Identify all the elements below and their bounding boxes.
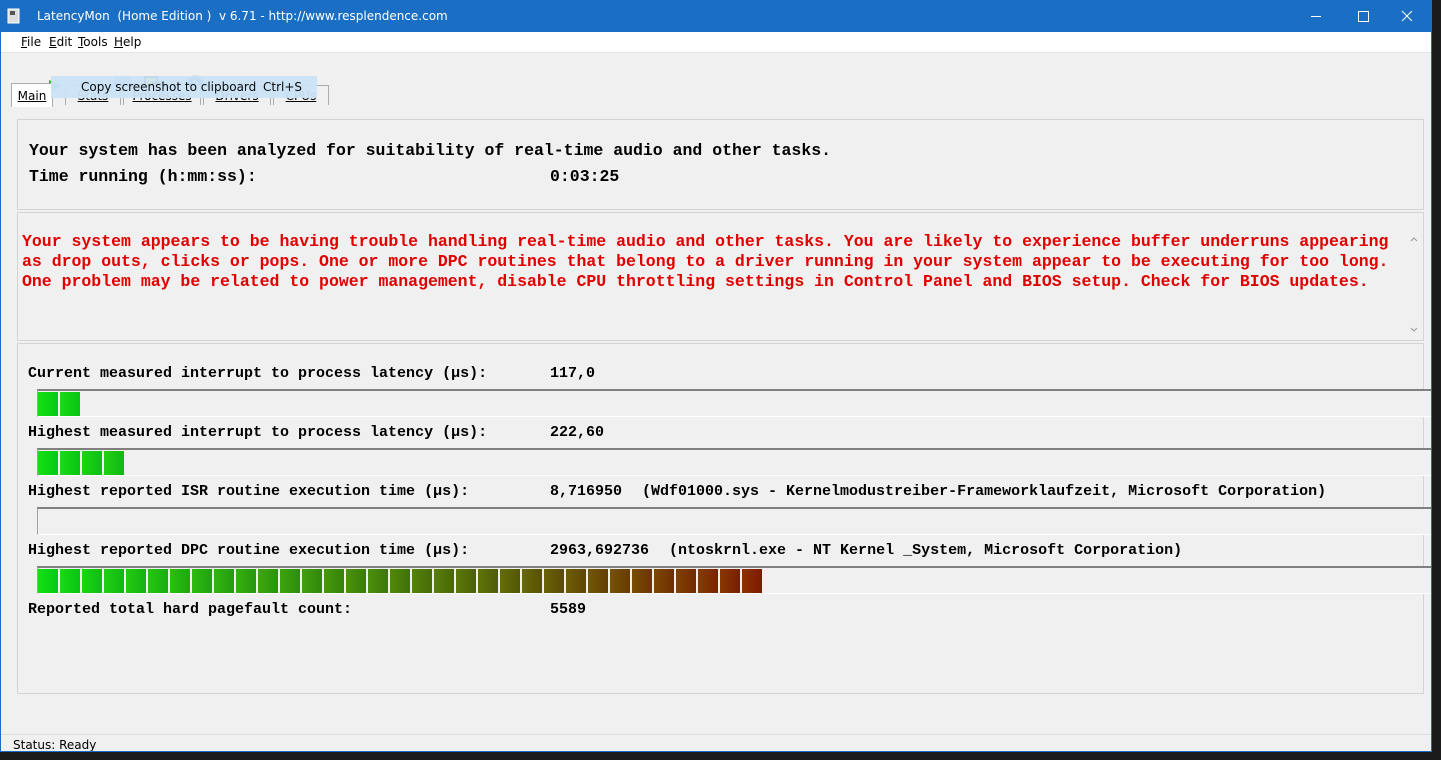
title-bar: LatencyMon (Home Edition ) v 6.71 - http… [1,1,1431,32]
meter-segment [368,569,388,593]
menu-item[interactable]: File [21,35,42,49]
metric-label: Highest reported ISR routine execution t… [28,483,470,500]
metric-value: 117,0 [550,365,596,382]
meter-segment [192,569,212,593]
tooltip-text: Copy screenshot to clipboard [81,80,257,94]
metric-value-row: 5589 [550,601,586,618]
warning-panel: Your system appears to be having trouble… [17,212,1424,341]
metric-value-row: 222,60 [550,424,604,441]
scrollbar[interactable] [1408,231,1420,339]
meter-segment [148,569,168,593]
meter-segment [390,569,410,593]
meter-segment [170,569,190,593]
meter-segment [104,451,124,475]
meter-segment [456,569,476,593]
warning-line: Your system appears to be having trouble… [22,232,1389,251]
tooltip: Copy screenshot to clipboard Ctrl+S [51,76,317,98]
meter-segment [236,569,256,593]
meter-segment [60,392,80,416]
metric-value-row: 117,0 [550,365,595,382]
meter-segment [82,451,102,475]
tab[interactable]: Main [11,83,53,107]
summary-message: Your system has been analyzed for suitab… [29,141,832,160]
meter-segment [82,569,102,593]
meter-segment [632,569,652,593]
menu-item[interactable]: Edit [49,35,73,49]
meter-segment [588,569,608,593]
meter-segment [214,569,234,593]
menu-item[interactable]: Help [114,35,142,49]
meter-segment [610,569,630,593]
meter-segment [38,451,58,475]
metric-label: Highest reported DPC routine execution t… [28,542,470,559]
meter-segment [302,569,322,593]
metrics-panel: Current measured interrupt to process la… [17,343,1431,694]
meter-segment [676,569,696,593]
metric-value: 8,716950 [550,483,623,500]
metric-value: 222,60 [550,424,605,441]
warning-line: One problem may be related to power mana… [22,272,1369,291]
status-text: Status: Ready [13,738,97,752]
metric-value: 2963,692736 [550,542,650,559]
metric-label: Reported total hard pagefault count: [28,601,353,618]
meter-segment [104,569,124,593]
metric-value-row: 2963,692736 (ntoskrnl.exe - NT Kernel _Sy… [550,542,1182,559]
metric-detail: (Wdf01000.sys - Kernelmodustreiber-Frame… [642,483,1327,500]
metric-detail: (ntoskrnl.exe - NT Kernel _System, Micro… [669,542,1183,559]
window-title: LatencyMon (Home Edition ) v 6.71 - http… [37,9,448,23]
meter-segment [654,569,674,593]
app-icon [7,8,20,24]
meter-segment [742,569,762,593]
meter-segment [60,569,80,593]
meter-segment [258,569,278,593]
meter-segment [38,392,58,416]
menu-item[interactable]: Tools [78,35,108,49]
status-bar: Status: Ready [1,734,1431,752]
meter-segment [522,569,542,593]
meter-segment [280,569,300,593]
meter-segment [500,569,520,593]
meter-segment [566,569,586,593]
meter-segment [720,569,740,593]
meter-segment [698,569,718,593]
meter [37,566,1431,594]
meter-segment [346,569,366,593]
meter-segment [544,569,564,593]
summary-panel: Your system has been analyzed for suitab… [17,119,1424,210]
meter-segment [434,569,454,593]
meter [37,507,1431,535]
meter-segment [412,569,432,593]
tooltip-shortcut: Ctrl+S [263,80,303,94]
meter-segment [478,569,498,593]
metric-label: Current measured interrupt to process la… [28,365,488,382]
meter-segment [324,569,344,593]
meter-segment [60,451,80,475]
metric-value: 5589 [550,601,587,618]
meter-segment [126,569,146,593]
time-label: Time running (h:mm:ss): [29,167,257,186]
meter [37,448,1431,476]
metric-value-row: 8,716950 (Wdf01000.sys - Kernelmodustreib… [550,483,1326,500]
time-value: 0:03:25 [550,167,620,186]
menu-bar: File Edit Tools Help [1,32,1431,53]
meter-segment [38,569,58,593]
warning-line: as drop outs, clicks or pops. One or mor… [22,252,1389,271]
window-controls[interactable] [1301,1,1432,32]
meter [37,389,1431,417]
metric-label: Highest measured interrupt to process la… [28,424,488,441]
